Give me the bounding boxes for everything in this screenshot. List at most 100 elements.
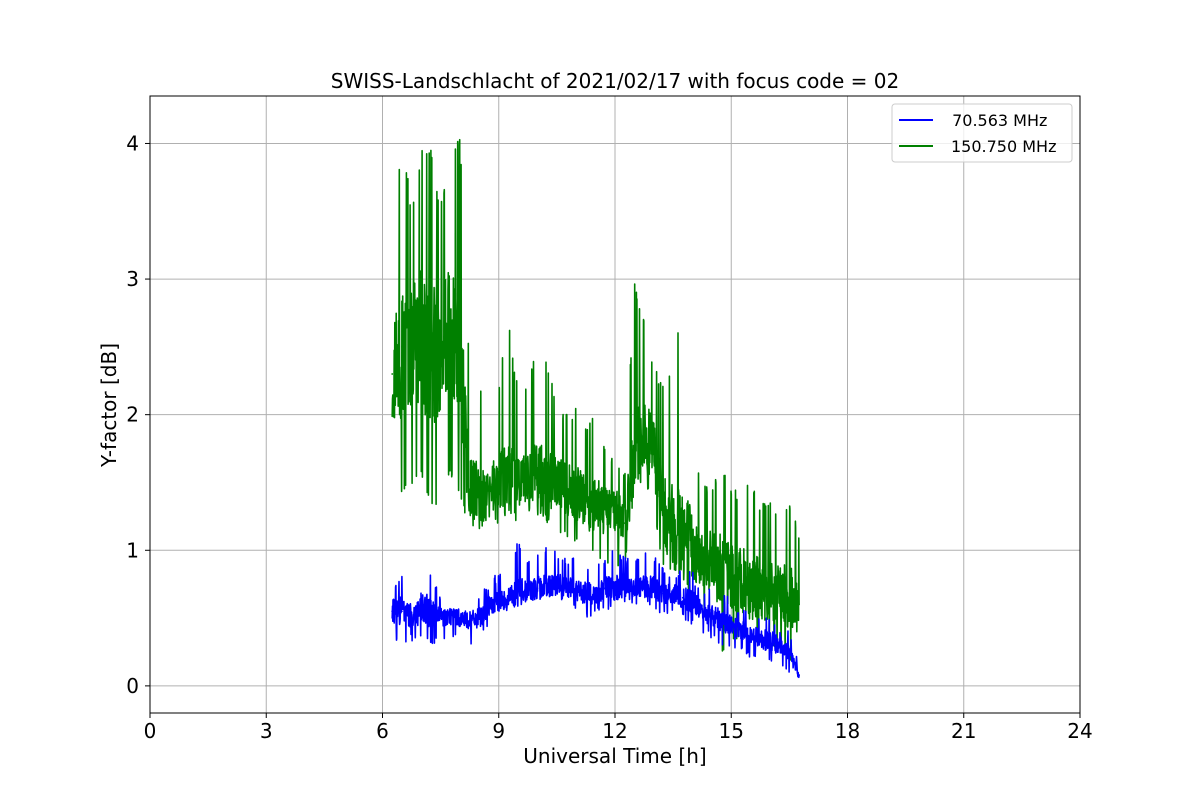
data-point-150mhz <box>497 481 500 484</box>
series-70mhz <box>391 543 800 679</box>
x-axis-label: Universal Time [h] <box>523 744 706 768</box>
data-point-150mhz <box>798 603 800 606</box>
data-point-150mhz <box>478 492 481 495</box>
data-point-150mhz <box>526 481 529 484</box>
data-point-150mhz <box>507 474 510 477</box>
data-point-150mhz <box>439 345 442 348</box>
x-tick-label: 12 <box>602 719 627 743</box>
data-point-70mhz <box>430 610 432 613</box>
data-point-150mhz <box>575 492 578 495</box>
data-point-150mhz <box>652 447 655 450</box>
data-point-150mhz <box>730 576 733 579</box>
series-line-150mhz <box>391 138 800 661</box>
data-point-70mhz <box>759 637 762 640</box>
data-point-150mhz <box>778 592 781 595</box>
x-tick-label: 18 <box>835 719 860 743</box>
data-point-70mhz <box>439 617 442 619</box>
data-point-70mhz <box>720 619 723 622</box>
data-point-150mhz <box>701 556 704 558</box>
data-point-150mhz <box>710 562 713 565</box>
data-point-150mhz <box>749 583 752 586</box>
x-tick-label: 3 <box>260 719 273 743</box>
data-point-150mhz <box>720 569 723 572</box>
data-point-70mhz <box>740 628 742 630</box>
data-point-70mhz <box>681 596 684 599</box>
data-point-70mhz <box>633 585 636 588</box>
data-point-150mhz <box>468 488 471 491</box>
legend-box <box>891 103 1073 163</box>
data-point-70mhz <box>594 592 597 595</box>
legend-label-150mhz: 150.750 MHz <box>951 137 1056 156</box>
data-point-70mhz <box>749 633 752 636</box>
data-point-70mhz <box>585 592 587 595</box>
data-point-70mhz <box>420 610 423 613</box>
data-point-70mhz <box>546 583 549 586</box>
data-point-70mhz <box>497 600 500 603</box>
data-point-150mhz <box>585 501 587 504</box>
plot-area <box>391 138 800 679</box>
data-point-70mhz <box>701 610 704 613</box>
y-axis-label: Y-factor [dB] <box>97 343 121 468</box>
data-point-150mhz <box>681 529 684 531</box>
data-point-150mhz <box>788 596 791 599</box>
legend: 70.563 MHz 150.750 MHz <box>891 103 1073 163</box>
series-150mhz <box>391 138 800 661</box>
data-point-70mhz <box>478 617 481 619</box>
data-point-70mhz <box>643 585 645 588</box>
data-point-70mhz <box>536 587 539 590</box>
chart-title: SWISS-Landschlacht of 2021/02/17 with fo… <box>331 69 899 93</box>
data-point-150mhz <box>391 373 394 375</box>
data-point-150mhz <box>662 508 665 511</box>
data-point-70mhz <box>555 583 558 586</box>
y-tick-label: 3 <box>126 267 139 291</box>
data-point-150mhz <box>449 332 452 335</box>
data-point-150mhz <box>488 488 490 491</box>
data-point-150mhz <box>410 345 413 348</box>
data-point-70mhz <box>468 619 471 622</box>
data-point-150mhz <box>614 508 616 511</box>
data-point-70mhz <box>798 674 800 676</box>
data-point-150mhz <box>555 481 558 484</box>
data-point-150mhz <box>672 522 675 525</box>
data-point-70mhz <box>691 600 694 603</box>
data-point-70mhz <box>526 590 529 592</box>
data-point-150mhz <box>420 332 423 335</box>
x-tick-label: 24 <box>1067 719 1092 743</box>
data-point-150mhz <box>643 434 645 436</box>
data-point-70mhz <box>662 592 665 595</box>
x-tick-label: 15 <box>719 719 744 743</box>
data-point-70mhz <box>652 587 655 590</box>
data-point-150mhz <box>623 522 626 525</box>
x-tick-label: 21 <box>951 719 976 743</box>
data-point-70mhz <box>565 585 568 588</box>
data-point-70mhz <box>391 610 394 613</box>
data-point-150mhz <box>633 454 636 457</box>
data-point-70mhz <box>614 587 616 590</box>
x-tick-label: 0 <box>144 719 157 743</box>
y-tick-label: 0 <box>126 674 139 698</box>
data-point-150mhz <box>691 549 694 552</box>
x-tick-label: 6 <box>376 719 389 743</box>
data-point-70mhz <box>449 614 452 617</box>
data-point-150mhz <box>604 508 607 511</box>
data-point-70mhz <box>730 623 733 626</box>
y-tick-label: 2 <box>126 403 139 427</box>
legend-label-70mhz: 70.563 MHz <box>947 111 1047 130</box>
data-point-70mhz <box>710 614 713 617</box>
data-point-70mhz <box>410 614 413 617</box>
data-point-70mhz <box>488 606 490 609</box>
series-line-70mhz <box>391 543 800 679</box>
data-point-70mhz <box>507 596 510 599</box>
data-point-70mhz <box>623 587 626 590</box>
data-point-150mhz <box>594 501 597 504</box>
data-point-150mhz <box>759 587 762 590</box>
data-point-70mhz <box>517 590 520 592</box>
data-point-150mhz <box>400 345 403 348</box>
y-tick-label: 1 <box>126 538 139 562</box>
data-point-70mhz <box>778 644 781 647</box>
data-point-70mhz <box>788 651 791 653</box>
data-point-150mhz <box>740 579 742 582</box>
data-point-70mhz <box>672 592 675 595</box>
